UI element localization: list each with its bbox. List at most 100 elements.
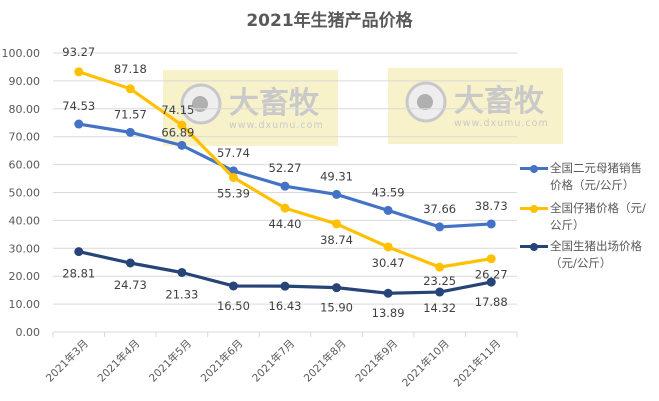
y-tick-label: 80.00 — [9, 103, 41, 116]
data-point-marker — [486, 254, 496, 264]
data-point-marker — [332, 189, 342, 199]
y-tick-label: 60.00 — [9, 159, 41, 172]
watermark-eye-pupil-icon — [192, 96, 208, 112]
data-point-marker — [280, 181, 290, 191]
legend-item-piglet-price[interactable]: 全国仔猪价格（元/公斤） — [520, 200, 659, 234]
data-point-marker — [383, 205, 393, 215]
y-tick-label: 100.00 — [2, 47, 41, 60]
y-tick-label: 70.00 — [9, 131, 41, 144]
data-label: 66.89 — [161, 125, 194, 139]
watermark-text: 大畜牧 — [229, 86, 320, 121]
data-labels: 74.53 71.57 66.89 57.74 52.27 49.31 43.59 37.66… — [62, 45, 507, 320]
x-tick-label: 2021年6月 — [198, 337, 246, 385]
data-point-marker — [486, 277, 496, 287]
data-point-marker — [435, 287, 445, 297]
data-point-marker — [177, 120, 187, 130]
data-label: 23.25 — [423, 274, 456, 288]
legend-item-sow-price[interactable]: 全国二元母猪销售价格（元/公斤） — [520, 160, 659, 194]
y-tick-label: 10.00 — [9, 298, 41, 311]
data-point-marker — [125, 127, 135, 137]
legend-line-marker-icon — [520, 201, 548, 215]
x-tick-label: 2021年11月 — [451, 337, 503, 389]
data-point-marker — [435, 222, 445, 232]
data-point-marker — [383, 242, 393, 252]
series-layer — [74, 67, 496, 298]
data-point-marker — [177, 267, 187, 277]
legend-dot — [530, 164, 538, 173]
y-tick-label: 30.00 — [9, 242, 41, 255]
chart-title: 2021年生猪产品价格 — [246, 11, 413, 31]
data-label: 26.27 — [475, 268, 508, 282]
data-point-marker — [383, 288, 393, 298]
legend-label: 全国仔猪价格（元/公斤） — [550, 201, 646, 232]
data-label: 87.18 — [114, 62, 147, 76]
data-label: 17.88 — [475, 295, 508, 309]
watermark-url: www.dxumu.com — [229, 120, 324, 131]
y-tick-label: 0.00 — [16, 326, 41, 339]
data-point-marker — [280, 203, 290, 213]
legend-line-marker-icon — [520, 161, 548, 175]
watermark-text: 大畜牧 — [454, 84, 545, 119]
legend-label: 全国生猪出场价格（元/公斤） — [550, 239, 642, 270]
y-axis: 0.00 10.00 20.00 30.00 40.00 50.00 60.00 70.00 8… — [2, 47, 41, 339]
x-tick-label: 2021年5月 — [146, 337, 194, 385]
data-label: 57.74 — [217, 146, 250, 160]
data-point-marker — [435, 262, 445, 272]
x-tick-label: 2021年4月 — [95, 337, 143, 385]
data-point-marker — [486, 219, 496, 229]
data-label: 74.15 — [161, 103, 194, 117]
y-tick-label: 50.00 — [9, 187, 41, 200]
data-point-marker — [332, 283, 342, 293]
data-label: 38.73 — [475, 199, 508, 213]
x-tick-label: 2021年7月 — [249, 337, 297, 385]
legend-dot — [530, 242, 538, 251]
data-point-marker — [125, 84, 135, 94]
legend-label: 全国二元母猪销售价格（元/公斤） — [550, 161, 642, 192]
data-point-marker — [280, 281, 290, 291]
data-point-marker — [74, 247, 84, 257]
legend-item-hog-price[interactable]: 全国生猪出场价格（元/公斤） — [520, 238, 659, 272]
x-tick-label: 2021年3月 — [43, 337, 91, 385]
data-label: 13.89 — [372, 306, 405, 320]
legend-line-marker-icon — [520, 239, 548, 253]
x-tick-label: 2021年8月 — [301, 337, 349, 385]
data-label: 15.90 — [320, 301, 353, 315]
data-label: 52.27 — [269, 161, 302, 175]
watermark-url: www.dxumu.com — [454, 118, 549, 129]
data-point-marker — [177, 140, 187, 150]
y-tick-label: 20.00 — [9, 270, 41, 283]
data-label: 24.73 — [114, 278, 147, 292]
data-label: 93.27 — [62, 45, 95, 59]
data-point-marker — [74, 67, 84, 77]
data-label: 49.31 — [320, 169, 353, 183]
data-label: 21.33 — [165, 287, 198, 301]
data-label: 43.59 — [372, 185, 405, 199]
data-label: 16.50 — [217, 299, 250, 313]
data-label: 30.47 — [372, 256, 405, 270]
data-point-marker — [228, 281, 238, 291]
data-label: 44.40 — [269, 217, 302, 231]
watermark-eye-pupil-icon — [417, 94, 433, 110]
data-label: 28.81 — [62, 267, 95, 281]
legend-dot — [530, 204, 538, 213]
data-point-marker — [74, 119, 84, 129]
data-label: 16.43 — [269, 299, 302, 313]
x-tick-label: 2021年9月 — [353, 337, 401, 385]
data-point-marker — [228, 172, 238, 182]
y-tick-label: 90.00 — [9, 75, 41, 88]
data-label: 71.57 — [114, 107, 147, 121]
x-tick-label: 2021年10月 — [399, 337, 451, 389]
y-tick-label: 40.00 — [9, 214, 41, 227]
data-point-marker — [332, 219, 342, 229]
x-axis: 2021年3月 2021年4月 2021年5月 2021年6月 2021年7月 2021年… — [43, 331, 518, 389]
data-label: 55.39 — [217, 186, 250, 200]
data-label: 37.66 — [423, 202, 456, 216]
data-point-marker — [125, 258, 135, 268]
data-label: 38.74 — [320, 233, 353, 247]
data-label: 14.32 — [423, 301, 456, 315]
data-label: 74.53 — [62, 99, 95, 113]
